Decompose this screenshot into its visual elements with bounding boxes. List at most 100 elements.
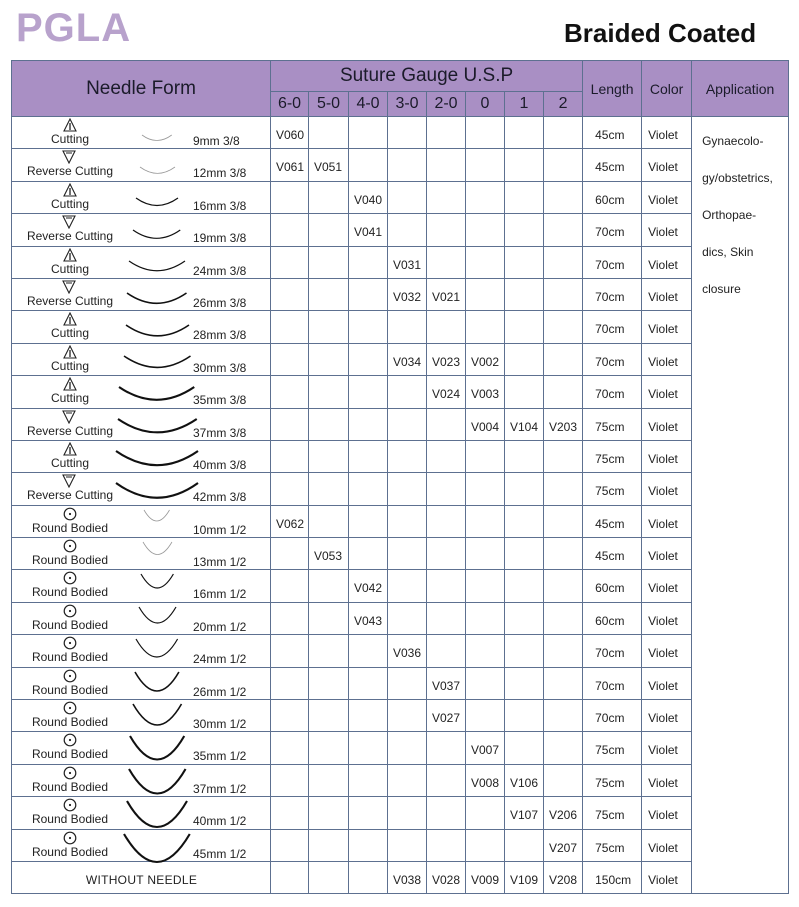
product-code: V051 (314, 160, 343, 175)
circle-dot-icon (63, 798, 77, 812)
gauge-cell-6-0 (270, 796, 309, 830)
needle-form-cell: Round Bodied 13mm 1/2 (11, 537, 271, 571)
gauge-cell-2 (542, 213, 584, 247)
triangle-down-icon (62, 215, 76, 230)
gauge-cell-2-0 (426, 601, 466, 636)
gauge-cell-2-0 (426, 439, 466, 474)
length-cell: 75cm (582, 763, 643, 798)
gauge-cell-5-0 (308, 634, 349, 668)
needle-type-label: Round Bodied (31, 715, 109, 730)
gauge-cell-4-0 (348, 342, 388, 377)
needle-type-label: Reverse Cutting (26, 423, 114, 438)
needle-size: 24mm 3/8 (193, 263, 247, 278)
product-code: V106 (510, 775, 539, 790)
gauge-cell-4-0 (348, 828, 388, 862)
length-cell: 60cm (582, 180, 643, 215)
color-cell: Violet (641, 763, 693, 798)
triangle-down-icon (62, 150, 76, 165)
gauge-cell-1 (504, 472, 544, 506)
needle-form-cell: Round Bodied 37mm 1/2 (11, 763, 271, 798)
color-cell: Violet (641, 310, 693, 344)
gauge-cell-4-0 (348, 310, 388, 344)
length-cell: 60cm (582, 601, 643, 636)
gauge-cell-4-0 (348, 504, 388, 539)
gauge-cell-1 (504, 699, 544, 733)
gauge-cell-1 (504, 828, 544, 862)
color-value: Violet (648, 160, 678, 175)
table-row: Round Bodied 26mm 1/2 V037 70cm Violet (11, 666, 789, 701)
length-cell: 75cm (582, 407, 643, 441)
gauge-cell-3-0 (387, 731, 427, 765)
gauge-cell-3-0 (387, 407, 427, 441)
needle-size: 35mm 1/2 (193, 749, 247, 764)
needle-form-cell: Cutting 9mm 3/8 (11, 115, 271, 150)
gauge-cell-2-0: V037 (426, 666, 466, 701)
table-row: Reverse Cutting 19mm 3/8 V041 70cm Violet (11, 213, 789, 247)
circle-dot-icon (63, 733, 77, 747)
needle-form-cell: Round Bodied 35mm 1/2 (11, 731, 271, 765)
needle-size: 13mm 1/2 (193, 555, 247, 570)
length-cell: 75cm (582, 439, 643, 474)
header-gauge-6-0: 6-0 (270, 91, 309, 117)
gauge-cell-4-0 (348, 375, 388, 409)
gauge-cell-2-0: V024 (426, 375, 466, 409)
triangle-up-icon (63, 312, 77, 326)
gauge-cell-6-0 (270, 375, 309, 409)
table-row: Round Bodied 35mm 1/2 V007 75cm Violet (11, 731, 789, 765)
gauge-cell-4-0 (348, 860, 388, 895)
product-code: V034 (393, 354, 422, 369)
color-cell: Violet (641, 569, 693, 603)
needle-form-cell: Round Bodied 20mm 1/2 (11, 601, 271, 636)
gauge-cell-4-0 (348, 796, 388, 830)
triangle-up-icon (63, 247, 77, 262)
gauge-cell-4-0 (348, 699, 388, 733)
product-code: V207 (549, 840, 578, 855)
needle-size: 35mm 3/8 (193, 393, 247, 408)
application-text: Orthopae- (702, 208, 757, 222)
gauge-cell-6-0: V060 (270, 115, 309, 150)
table-row: Cutting 40mm 3/8 75cm Violet (11, 439, 789, 474)
gauge-cell-1: V107 (504, 796, 544, 830)
gauge-cell-6-0 (270, 310, 309, 344)
gauge-cell-1 (504, 310, 544, 344)
needle-type-label: Cutting (50, 132, 90, 146)
gauge-cell-0 (465, 537, 505, 571)
gauge-cell-2 (542, 342, 584, 377)
color-cell: Violet (641, 375, 693, 409)
needle-type-label: Round Bodied (31, 520, 109, 535)
needle-form-cell: Round Bodied 45mm 1/2 (11, 828, 271, 863)
gauge-cell-2-0 (426, 828, 466, 862)
needle-type-label: Reverse Cutting (26, 229, 114, 244)
color-value: Violet (648, 516, 678, 531)
gauge-cell-1 (504, 375, 544, 409)
gauge-cell-2-0: V023 (426, 342, 466, 377)
product-code: V021 (432, 289, 461, 304)
gauge-cell-1 (504, 601, 544, 636)
gauge-cell-2 (542, 375, 584, 409)
product-code: V024 (432, 387, 461, 402)
gauge-cell-4-0 (348, 148, 388, 182)
product-code: V028 (432, 872, 461, 887)
color-cell: Violet (641, 634, 693, 668)
table-row: Round Bodied 20mm 1/2 V043 60cm Violet (11, 601, 789, 636)
length-value: 70cm (595, 387, 625, 402)
gauge-cell-2: V206 (542, 796, 584, 830)
product-code: V043 (354, 613, 383, 628)
length-value: 45cm (595, 516, 625, 531)
length-value: 150cm (595, 872, 632, 887)
gauge-cell-6-0 (270, 763, 309, 798)
length-cell: 45cm (582, 504, 643, 539)
color-cell: Violet (641, 277, 693, 312)
gauge-cell-3-0 (387, 180, 427, 215)
color-value: Violet (648, 775, 678, 790)
needle-type-label: Round Bodied (31, 650, 109, 665)
needle-type-label: Round Bodied (31, 747, 109, 762)
length-value: 70cm (595, 354, 625, 369)
product-code: V053 (314, 549, 343, 564)
gauge-cell-1 (504, 504, 544, 539)
gauge-cell-1 (504, 180, 544, 215)
gauge-cell-6-0 (270, 569, 309, 603)
gauge-cell-0 (465, 180, 505, 215)
gauge-cell-3-0: V038 (387, 860, 427, 895)
gauge-cell-0 (465, 115, 505, 150)
